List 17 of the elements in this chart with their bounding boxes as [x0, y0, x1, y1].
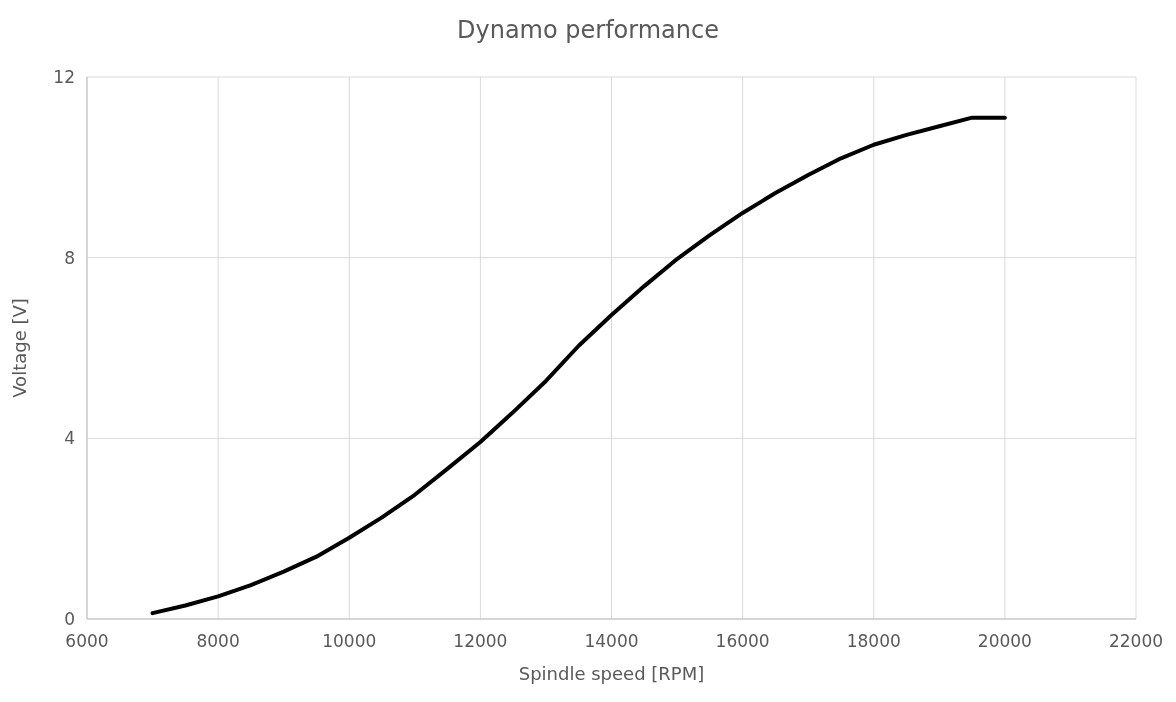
x-tick-label: 10000: [322, 631, 377, 651]
x-tick-label: 18000: [846, 631, 901, 651]
y-axis-title: Voltage [V]: [9, 298, 30, 398]
y-tick-label: 8: [64, 247, 75, 268]
x-tick-label: 8000: [196, 631, 240, 651]
chart-title: Dynamo performance: [457, 16, 719, 44]
y-tick-label: 12: [53, 66, 75, 87]
x-tick-label: 12000: [453, 631, 508, 651]
x-tick-label: 22000: [1108, 631, 1164, 651]
x-axis-title: Spindle speed [RPM]: [518, 663, 705, 684]
line-series: [150, 115, 1007, 616]
x-tick-label: 14000: [584, 631, 639, 651]
y-tick-label: 0: [64, 608, 75, 629]
y-tick-label: 4: [64, 428, 75, 449]
x-tick-label: 20000: [977, 631, 1032, 651]
x-tick-label: 6000: [65, 631, 109, 651]
x-tick-label: 16000: [715, 631, 770, 651]
